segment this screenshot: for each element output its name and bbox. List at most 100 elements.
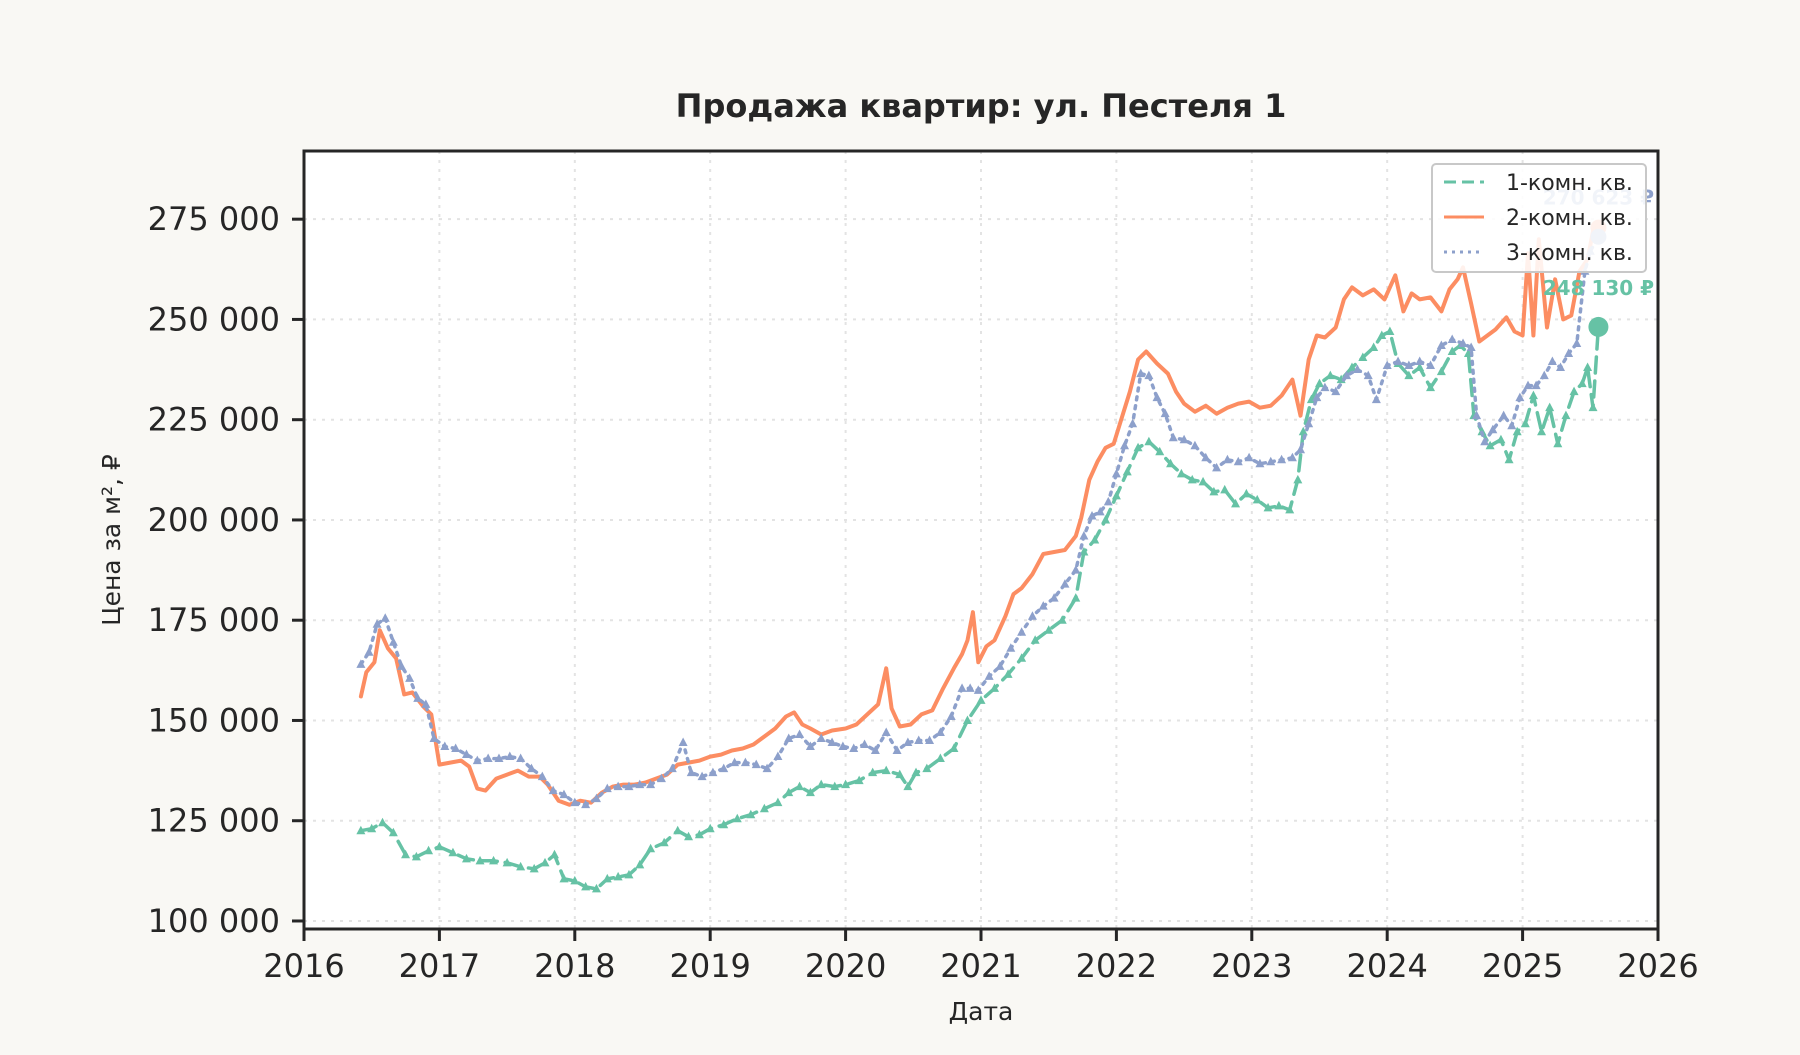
data-point [1071,593,1081,602]
data-point [388,637,398,646]
data-point [413,693,423,702]
data-point [1120,440,1130,450]
data-point [1488,424,1498,434]
data-point [1496,434,1506,444]
data-point [502,857,512,867]
data-point [1363,370,1373,380]
data-point [1198,476,1208,486]
data-point [1017,627,1027,636]
data-point [1296,444,1306,454]
data-point [1528,390,1538,400]
data-point [1404,370,1414,380]
data-point [751,759,761,769]
data-point [949,743,959,753]
data-point [1038,601,1048,610]
y-tick-label: 150 000 [148,701,280,739]
data-point [892,745,902,755]
data-point [673,825,683,835]
x-axis: 2016 2017 2018 2019 2020 2021 2022 2023 2024 2025… [263,929,1699,985]
y-tick-label: 100 000 [148,902,280,940]
data-point [1103,496,1113,506]
data-point [1017,653,1027,662]
legend-label-1-room: 1-комн. кв. [1506,171,1633,196]
y-axis-label: Цена за м², ₽ [97,454,126,626]
data-point [732,813,742,823]
data-point [659,837,669,847]
data-point [646,779,656,789]
data-point [868,767,878,777]
data-point [678,737,688,747]
x-axis-label: Дата [949,997,1014,1026]
data-point [1266,456,1276,466]
data-point [1071,565,1081,574]
data-point [1079,530,1089,540]
x-tick-label: 2025 [1482,947,1563,985]
data-point [805,787,815,797]
data-point [1241,488,1251,498]
data-point [1588,402,1598,412]
data-point [773,797,783,807]
data-point [540,857,550,867]
data-point [684,831,694,841]
data-point [1347,362,1357,372]
data-point [1003,669,1013,678]
data-point [1426,360,1436,370]
data-point [935,753,945,763]
data-point [719,763,729,773]
data-point [1504,454,1514,464]
data-point [1537,426,1547,436]
data-point [405,673,415,682]
data-point [421,699,431,708]
data-point [1561,410,1571,420]
x-tick-label: 2016 [263,947,344,985]
data-point [935,727,945,736]
data-point [1569,386,1579,396]
data-point [1331,386,1341,396]
data-point [624,869,634,879]
data-point [434,841,444,851]
data-point [472,755,482,765]
data-point [773,751,783,761]
data-point [1111,468,1121,478]
data-point [1377,330,1387,339]
data-point [1060,579,1070,588]
data-point [396,661,406,670]
data-point [364,647,374,656]
data-point [1287,452,1297,462]
data-point [1545,402,1555,412]
data-point [1304,418,1314,428]
data-point [1393,356,1403,366]
data-point [1485,440,1495,450]
data-point [602,783,612,793]
data-point [451,743,461,753]
data-point [1458,338,1468,347]
data-point [827,737,837,747]
legend-label-3-room: 3-комн. кв. [1506,241,1633,266]
x-tick-label: 2020 [805,947,886,985]
data-point [1547,356,1557,366]
data-point [1152,392,1162,402]
data-point [1369,342,1379,352]
data-point [1382,360,1392,370]
data-point [424,845,434,855]
data-point [849,743,859,753]
data-point [1285,504,1295,514]
data-point [1044,625,1054,634]
data-point [1027,611,1037,620]
data-point [1298,426,1308,436]
data-point [356,825,366,835]
data-point [1466,342,1476,352]
data-point [1166,458,1176,468]
data-point [895,769,905,779]
data-point [1231,498,1241,508]
x-tick-label: 2024 [1346,947,1427,985]
data-point [1136,368,1146,378]
data-point [860,739,870,749]
data-point [984,671,994,680]
data-point [635,779,645,789]
data-point [529,863,539,873]
data-point [1572,338,1582,347]
data-point [1515,392,1525,402]
y-axis: 100 000 125 000 150 000 175 000 200 000 225 0… [148,200,304,940]
